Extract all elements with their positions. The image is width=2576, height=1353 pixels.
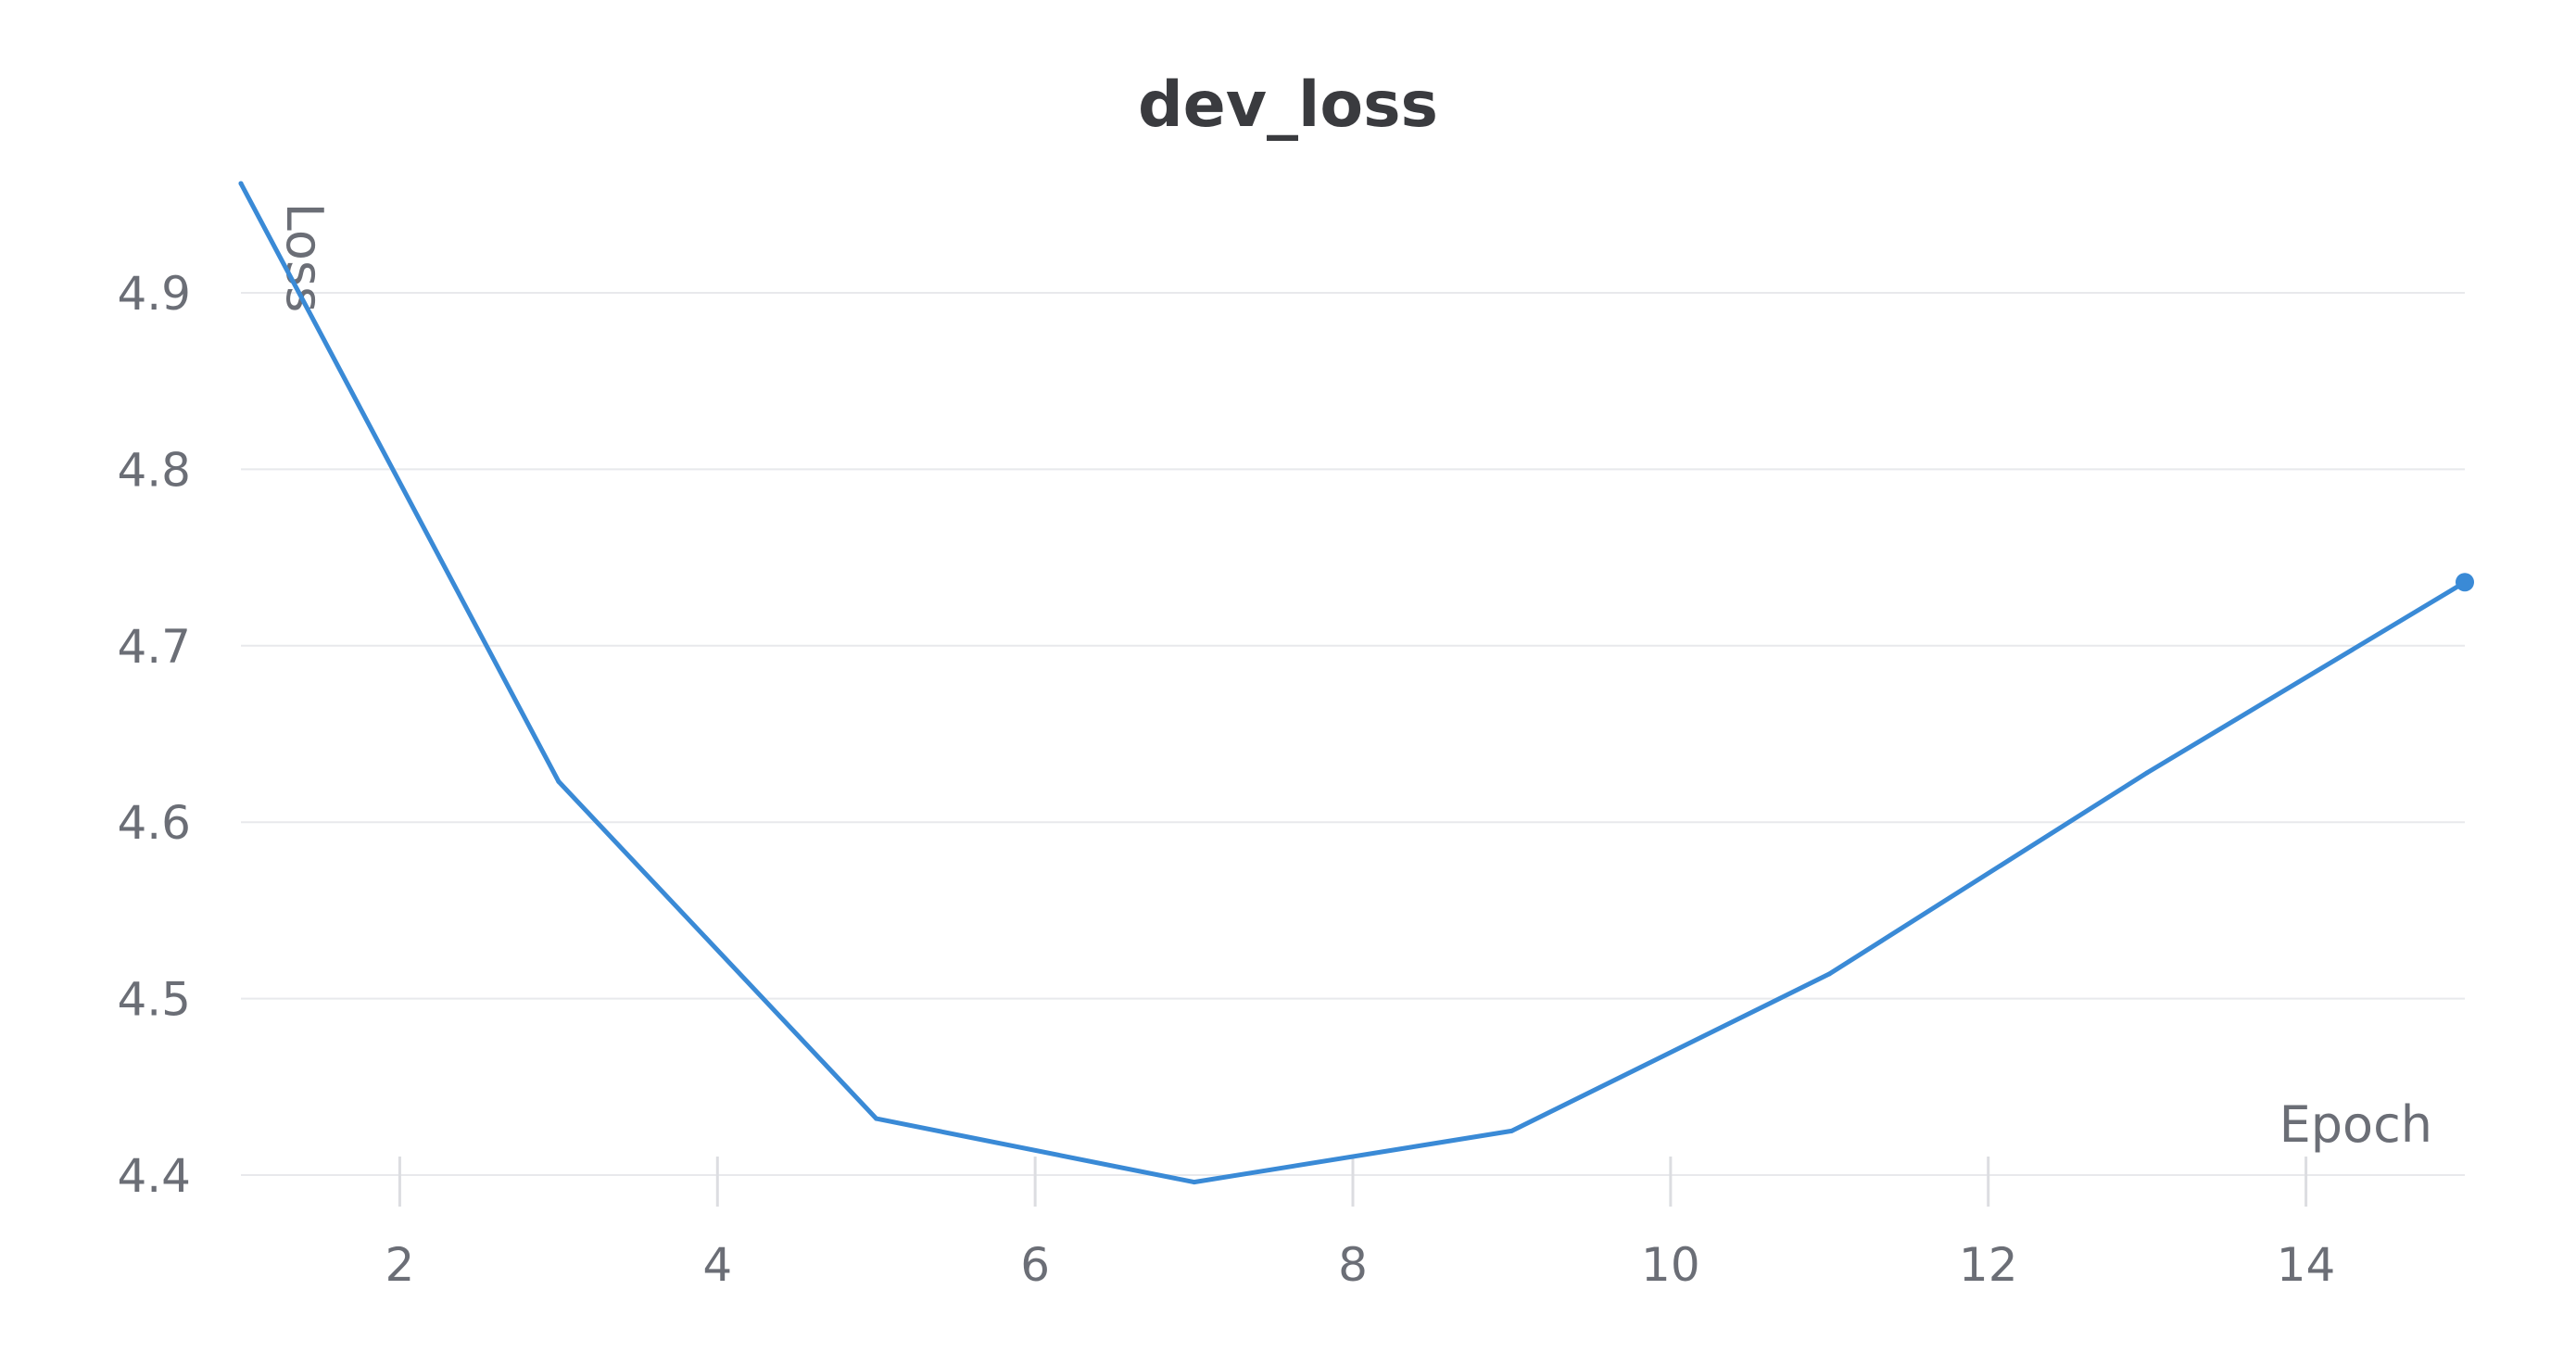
- x-tick-label: 14: [2277, 1238, 2336, 1292]
- series-line: [238, 181, 2468, 1185]
- x-tick-label: 6: [1020, 1238, 1050, 1292]
- x-axis-ticks: 2 4 6 8 10 12 14: [385, 1157, 2336, 1292]
- x-tick-label: 2: [385, 1238, 415, 1292]
- y-tick-label: 4.5: [117, 973, 191, 1027]
- data-point: [2144, 770, 2150, 776]
- data-point: [556, 778, 562, 784]
- grid-lines: [241, 292, 2465, 1176]
- x-tick-label: 12: [1959, 1238, 2018, 1292]
- data-point: [1192, 1180, 1197, 1185]
- y-tick-label: 4.8: [117, 443, 191, 497]
- y-tick-label: 4.6: [117, 796, 191, 850]
- data-point: [238, 181, 244, 186]
- y-axis-label: Loss: [275, 203, 334, 312]
- x-tick-label: 4: [702, 1238, 732, 1292]
- series-layer: [238, 181, 2474, 1185]
- data-point: [1509, 1128, 1514, 1133]
- data-point: [1826, 971, 1832, 977]
- series-end-point: [2456, 573, 2474, 592]
- x-axis-label: Epoch: [2279, 1095, 2432, 1154]
- y-tick-label: 4.7: [117, 620, 191, 674]
- y-tick-label: 4.4: [117, 1149, 191, 1203]
- chart-title: dev_loss: [1138, 69, 1438, 142]
- x-tick-label: 8: [1338, 1238, 1368, 1292]
- data-point: [874, 1116, 879, 1121]
- y-axis-ticks: 4.4 4.5 4.6 4.7 4.8 4.9: [117, 267, 191, 1203]
- x-tick-label: 10: [1641, 1238, 1700, 1292]
- y-tick-label: 4.9: [117, 267, 191, 321]
